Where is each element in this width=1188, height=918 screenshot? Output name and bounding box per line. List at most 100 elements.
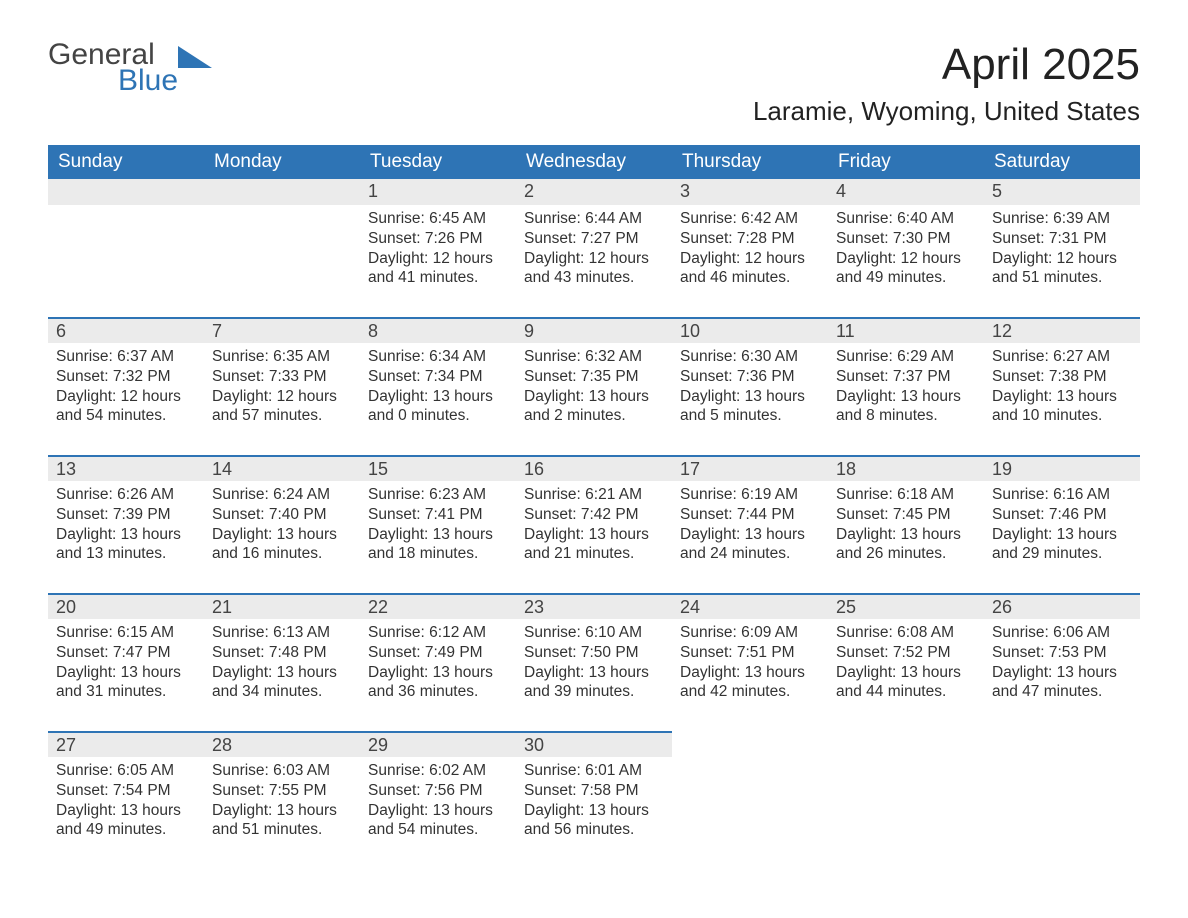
sunrise-line: Sunrise: 6:13 AM bbox=[212, 623, 352, 643]
sunset-line: Sunset: 7:55 PM bbox=[212, 781, 352, 801]
sunrise-line: Sunrise: 6:32 AM bbox=[524, 347, 664, 367]
day-details: Sunrise: 6:32 AMSunset: 7:35 PMDaylight:… bbox=[516, 343, 672, 436]
day-number: 28 bbox=[204, 731, 360, 757]
sunset-line: Sunset: 7:36 PM bbox=[680, 367, 820, 387]
sunset-line: Sunset: 7:39 PM bbox=[56, 505, 196, 525]
daylight-line: Daylight: 12 hours and 49 minutes. bbox=[836, 249, 976, 289]
day-details: Sunrise: 6:16 AMSunset: 7:46 PMDaylight:… bbox=[984, 481, 1140, 574]
sunrise-line: Sunrise: 6:18 AM bbox=[836, 485, 976, 505]
sunset-line: Sunset: 7:51 PM bbox=[680, 643, 820, 663]
sunrise-line: Sunrise: 6:06 AM bbox=[992, 623, 1132, 643]
day-number: 8 bbox=[360, 317, 516, 343]
day-number: 5 bbox=[984, 179, 1140, 205]
sunset-line: Sunset: 7:56 PM bbox=[368, 781, 508, 801]
daylight-line: Daylight: 13 hours and 8 minutes. bbox=[836, 387, 976, 427]
sunrise-line: Sunrise: 6:03 AM bbox=[212, 761, 352, 781]
day-number: 22 bbox=[360, 593, 516, 619]
sunset-line: Sunset: 7:58 PM bbox=[524, 781, 664, 801]
calendar-day: 19Sunrise: 6:16 AMSunset: 7:46 PMDayligh… bbox=[984, 455, 1140, 593]
day-details: Sunrise: 6:06 AMSunset: 7:53 PMDaylight:… bbox=[984, 619, 1140, 712]
sunset-line: Sunset: 7:27 PM bbox=[524, 229, 664, 249]
day-details: Sunrise: 6:10 AMSunset: 7:50 PMDaylight:… bbox=[516, 619, 672, 712]
daylight-line: Daylight: 13 hours and 21 minutes. bbox=[524, 525, 664, 565]
sunset-line: Sunset: 7:44 PM bbox=[680, 505, 820, 525]
day-number: 17 bbox=[672, 455, 828, 481]
day-number: 4 bbox=[828, 179, 984, 205]
calendar-week: 20Sunrise: 6:15 AMSunset: 7:47 PMDayligh… bbox=[48, 593, 1140, 731]
sunrise-line: Sunrise: 6:16 AM bbox=[992, 485, 1132, 505]
daylight-line: Daylight: 13 hours and 44 minutes. bbox=[836, 663, 976, 703]
sunset-line: Sunset: 7:33 PM bbox=[212, 367, 352, 387]
sunset-line: Sunset: 7:40 PM bbox=[212, 505, 352, 525]
day-details: Sunrise: 6:05 AMSunset: 7:54 PMDaylight:… bbox=[48, 757, 204, 850]
day-details: Sunrise: 6:24 AMSunset: 7:40 PMDaylight:… bbox=[204, 481, 360, 574]
calendar-table: SundayMondayTuesdayWednesdayThursdayFrid… bbox=[48, 145, 1140, 869]
sunrise-line: Sunrise: 6:01 AM bbox=[524, 761, 664, 781]
sunset-line: Sunset: 7:41 PM bbox=[368, 505, 508, 525]
calendar-week: 27Sunrise: 6:05 AMSunset: 7:54 PMDayligh… bbox=[48, 731, 1140, 869]
page-title: April 2025 bbox=[753, 40, 1140, 90]
sunrise-line: Sunrise: 6:30 AM bbox=[680, 347, 820, 367]
daylight-line: Daylight: 13 hours and 34 minutes. bbox=[212, 663, 352, 703]
sunrise-line: Sunrise: 6:42 AM bbox=[680, 209, 820, 229]
calendar-day: 6Sunrise: 6:37 AMSunset: 7:32 PMDaylight… bbox=[48, 317, 204, 455]
calendar-day: 5Sunrise: 6:39 AMSunset: 7:31 PMDaylight… bbox=[984, 179, 1140, 317]
calendar-week: 6Sunrise: 6:37 AMSunset: 7:32 PMDaylight… bbox=[48, 317, 1140, 455]
sunset-line: Sunset: 7:26 PM bbox=[368, 229, 508, 249]
sunrise-line: Sunrise: 6:39 AM bbox=[992, 209, 1132, 229]
day-number: 23 bbox=[516, 593, 672, 619]
day-number: 27 bbox=[48, 731, 204, 757]
sunrise-line: Sunrise: 6:05 AM bbox=[56, 761, 196, 781]
sunset-line: Sunset: 7:50 PM bbox=[524, 643, 664, 663]
day-details: Sunrise: 6:21 AMSunset: 7:42 PMDaylight:… bbox=[516, 481, 672, 574]
logo-triangle-icon bbox=[178, 46, 212, 73]
calendar-day: 24Sunrise: 6:09 AMSunset: 7:51 PMDayligh… bbox=[672, 593, 828, 731]
day-details: Sunrise: 6:13 AMSunset: 7:48 PMDaylight:… bbox=[204, 619, 360, 712]
day-number: 3 bbox=[672, 179, 828, 205]
weekday-header: Monday bbox=[204, 145, 360, 179]
daylight-line: Daylight: 13 hours and 39 minutes. bbox=[524, 663, 664, 703]
daylight-line: Daylight: 13 hours and 2 minutes. bbox=[524, 387, 664, 427]
day-details: Sunrise: 6:15 AMSunset: 7:47 PMDaylight:… bbox=[48, 619, 204, 712]
day-number: 13 bbox=[48, 455, 204, 481]
day-number: 30 bbox=[516, 731, 672, 757]
day-number: 9 bbox=[516, 317, 672, 343]
sunrise-line: Sunrise: 6:24 AM bbox=[212, 485, 352, 505]
day-details: Sunrise: 6:40 AMSunset: 7:30 PMDaylight:… bbox=[828, 205, 984, 298]
sunrise-line: Sunrise: 6:35 AM bbox=[212, 347, 352, 367]
daylight-line: Daylight: 12 hours and 57 minutes. bbox=[212, 387, 352, 427]
day-number: 24 bbox=[672, 593, 828, 619]
calendar-day: 28Sunrise: 6:03 AMSunset: 7:55 PMDayligh… bbox=[204, 731, 360, 869]
calendar-day: 27Sunrise: 6:05 AMSunset: 7:54 PMDayligh… bbox=[48, 731, 204, 869]
sunrise-line: Sunrise: 6:02 AM bbox=[368, 761, 508, 781]
daylight-line: Daylight: 13 hours and 13 minutes. bbox=[56, 525, 196, 565]
logo: General Blue bbox=[48, 40, 212, 96]
calendar-header-row: SundayMondayTuesdayWednesdayThursdayFrid… bbox=[48, 145, 1140, 179]
sunrise-line: Sunrise: 6:45 AM bbox=[368, 209, 508, 229]
sunrise-line: Sunrise: 6:37 AM bbox=[56, 347, 196, 367]
sunset-line: Sunset: 7:48 PM bbox=[212, 643, 352, 663]
sunset-line: Sunset: 7:34 PM bbox=[368, 367, 508, 387]
day-number: 12 bbox=[984, 317, 1140, 343]
sunset-line: Sunset: 7:54 PM bbox=[56, 781, 196, 801]
day-number: 18 bbox=[828, 455, 984, 481]
calendar-day: 17Sunrise: 6:19 AMSunset: 7:44 PMDayligh… bbox=[672, 455, 828, 593]
daylight-line: Daylight: 13 hours and 0 minutes. bbox=[368, 387, 508, 427]
day-number: 26 bbox=[984, 593, 1140, 619]
daylight-line: Daylight: 13 hours and 36 minutes. bbox=[368, 663, 508, 703]
sunrise-line: Sunrise: 6:15 AM bbox=[56, 623, 196, 643]
calendar-day: 21Sunrise: 6:13 AMSunset: 7:48 PMDayligh… bbox=[204, 593, 360, 731]
calendar-day-empty bbox=[672, 731, 828, 869]
calendar-day: 1Sunrise: 6:45 AMSunset: 7:26 PMDaylight… bbox=[360, 179, 516, 317]
sunset-line: Sunset: 7:53 PM bbox=[992, 643, 1132, 663]
sunset-line: Sunset: 7:42 PM bbox=[524, 505, 664, 525]
calendar-day: 25Sunrise: 6:08 AMSunset: 7:52 PMDayligh… bbox=[828, 593, 984, 731]
calendar-week: 13Sunrise: 6:26 AMSunset: 7:39 PMDayligh… bbox=[48, 455, 1140, 593]
location-subtitle: Laramie, Wyoming, United States bbox=[753, 96, 1140, 127]
day-details: Sunrise: 6:09 AMSunset: 7:51 PMDaylight:… bbox=[672, 619, 828, 712]
sunrise-line: Sunrise: 6:27 AM bbox=[992, 347, 1132, 367]
day-details: Sunrise: 6:35 AMSunset: 7:33 PMDaylight:… bbox=[204, 343, 360, 436]
day-details: Sunrise: 6:27 AMSunset: 7:38 PMDaylight:… bbox=[984, 343, 1140, 436]
sunset-line: Sunset: 7:52 PM bbox=[836, 643, 976, 663]
calendar-day: 26Sunrise: 6:06 AMSunset: 7:53 PMDayligh… bbox=[984, 593, 1140, 731]
